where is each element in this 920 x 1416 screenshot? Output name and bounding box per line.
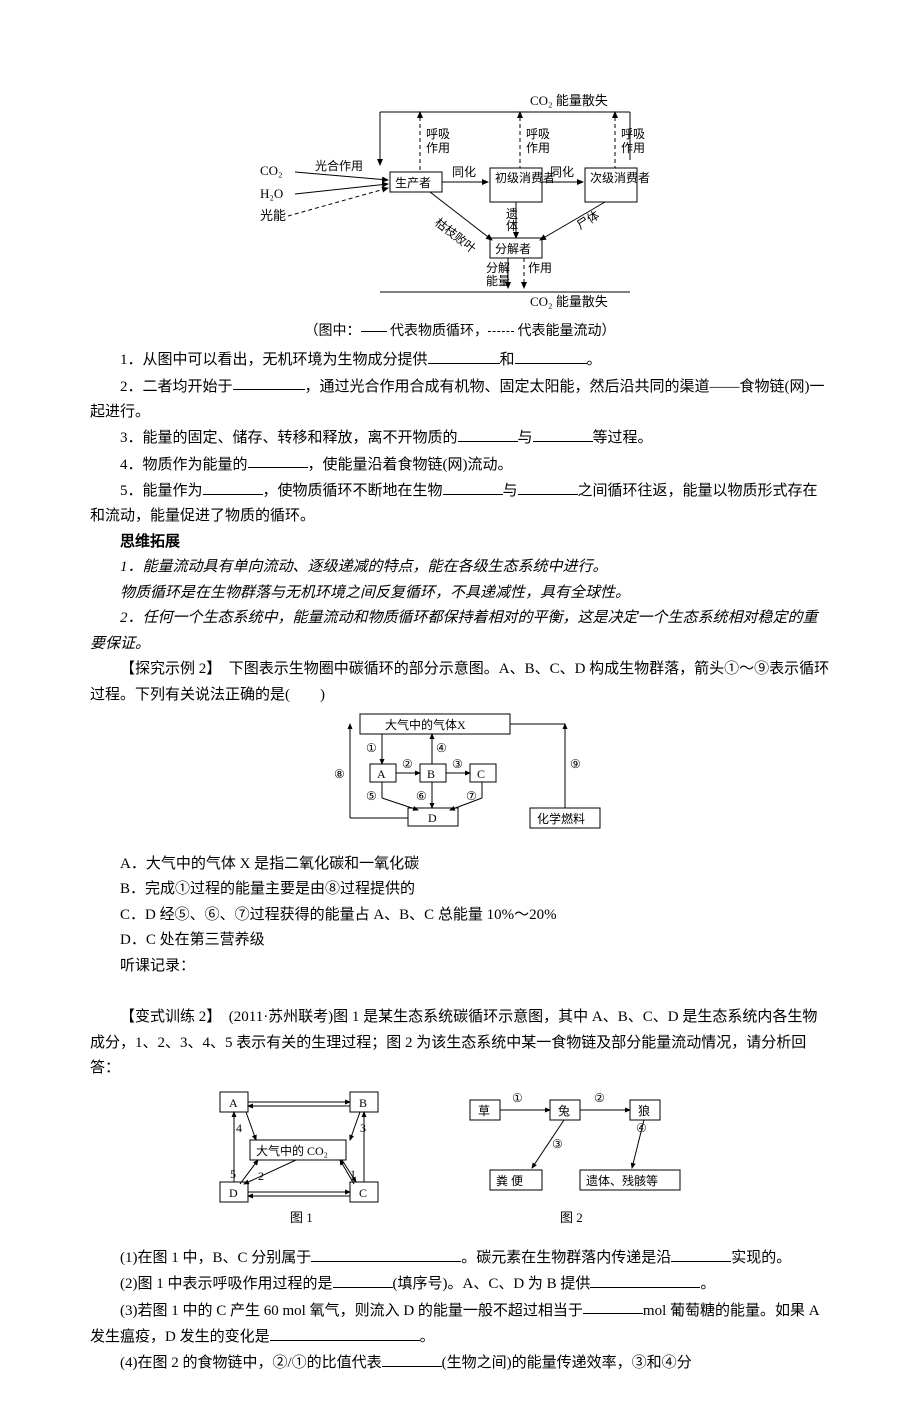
blank[interactable] [270,1324,420,1341]
blank[interactable] [233,374,305,391]
svg-text:⑦: ⑦ [466,789,477,803]
bs2-q2: (2)图 1 中表示呼吸作用过程的是(填序号)。A、C、D 为 B 提供。 [90,1271,830,1297]
svg-text:呼吸: 呼吸 [526,127,550,141]
siwei-head: 思维拓展 [90,530,830,556]
svg-text:作用: 作用 [426,141,450,155]
blank[interactable] [533,425,593,442]
svg-text:C: C [477,767,485,781]
diagram-carbon-cycle: 大气中的气体X A B C D 化学燃料 ① ⑧ ② ③ ④ ⑤ ⑥ ⑦ [90,708,830,848]
svg-text:①: ① [366,741,377,755]
svg-text:同化: 同化 [452,165,476,179]
blank[interactable] [203,478,263,495]
diagram-energy-matter-flow: CO₂ 能量散失 呼吸 作用 呼吸 作用 呼吸 作用 CO₂ H₂O 光能 光合… [90,90,830,343]
svg-text:C: C [359,1186,367,1200]
opt-c: C．D 经⑤、⑥、⑦过程获得的能量占 A、B、C 总能量 10%～20% [90,903,830,929]
q1-2: 2．二者均开始于，通过光合作用合成有机物、固定太阳能，然后沿共同的渠道——食物链… [90,374,830,426]
blank[interactable] [671,1245,731,1262]
bs2-q4: (4)在图 2 的食物链中，②/①的比值代表(生物之间)的能量传递效率，③和④分 [90,1350,830,1376]
tanjiu2-lead: 【探究示例 2】 下图表示生物圈中碳循环的部分示意图。A、B、C、D 构成生物群… [90,657,830,708]
svg-text:H₂O: H₂O [260,186,283,201]
q1-4: 4．物质作为能量的，使能量沿着食物链(网)流动。 [90,452,830,478]
svg-text:次级消费者: 次级消费者 [590,171,650,185]
q1-1: 1．从图中可以看出，无机环境为生物成分提供和。 [90,347,830,373]
svg-text:图 1: 图 1 [290,1210,313,1225]
svg-text:狼: 狼 [638,1103,650,1118]
opt-b: B．完成①过程的能量主要是由⑧过程提供的 [90,877,830,903]
svg-text:生产者: 生产者 [395,176,431,190]
siwei-1b: 物质循环是在生物群落与无机环境之间反复循环，不具递减性，具有全球性。 [90,581,830,607]
svg-text:②: ② [402,757,413,771]
svg-text:B: B [359,1096,367,1110]
svg-text:作用: 作用 [528,261,552,275]
svg-text:①: ① [512,1091,523,1105]
siwei-2: 2．任何一个生态系统中，能量流动和物质循环都保持着相对的平衡，这是决定一个生态系… [90,606,830,657]
svg-text:作用: 作用 [526,141,550,155]
blank[interactable] [428,347,500,364]
svg-text:尸体: 尸体 [574,208,602,233]
blank[interactable] [458,425,518,442]
svg-text:⑨: ⑨ [570,757,581,771]
svg-text:⑧: ⑧ [334,767,345,781]
opt-d: D．C 处在第三营养级 [90,928,830,954]
svg-text:CO₂ 能量散失: CO₂ 能量散失 [530,294,608,309]
svg-text:光能: 光能 [260,208,286,223]
bianshi2-lead: 【变式训练 2】 (2011·苏州联考)图 1 是某生态系统碳循环示意图，其中 … [90,1005,830,1082]
svg-text:草: 草 [478,1104,490,1118]
svg-text:⑤: ⑤ [366,789,377,803]
svg-text:同化: 同化 [550,165,574,179]
q1-3: 3．能量的固定、储存、转移和释放，离不开物质的与等过程。 [90,425,830,451]
blank[interactable] [590,1271,700,1288]
svg-text:大气中的气体X: 大气中的气体X [385,717,466,732]
blank[interactable] [515,347,587,364]
d1-top-label: CO₂ 能量散失 [530,93,608,108]
svg-text:3: 3 [360,1121,366,1135]
blank[interactable] [311,1245,461,1262]
svg-text:光合作用: 光合作用 [315,158,363,173]
svg-text:粪 便: 粪 便 [496,1174,523,1188]
blank[interactable] [583,1298,643,1315]
blank[interactable] [333,1271,393,1288]
svg-text:图 2: 图 2 [560,1210,583,1225]
q1-5: 5．能量作为，使物质循环不断地在生物与之间循环往返，能量以物质形式存在和流动，能… [90,478,830,530]
svg-text:②: ② [594,1091,605,1105]
svg-text:CO₂: CO₂ [260,163,283,178]
siwei-1: 1．能量流动具有单向流动、逐级递减的特点，能在各级生态系统中进行。 [90,555,830,581]
svg-text:D: D [428,811,437,825]
svg-text:能量: 能量 [486,274,510,288]
svg-text:⑥: ⑥ [416,789,427,803]
blank[interactable] [443,478,503,495]
diagram-fig1-fig2: A B D C 大气中的 CO₂ 4 3 2 5 1 图 1 草 兔 狼 [90,1082,830,1242]
listen-record: 听课记录： [90,954,830,980]
blank[interactable] [382,1350,442,1367]
svg-text:2: 2 [258,1169,264,1183]
svg-text:A: A [377,767,386,781]
d1-caption: （图中： 代表物质循环， 代表能量流动） [90,320,830,344]
svg-text:A: A [229,1096,238,1110]
svg-text:分解: 分解 [486,261,510,275]
svg-text:枯枝败叶: 枯枝败叶 [432,215,479,256]
svg-text:④: ④ [636,1121,647,1135]
blank[interactable] [248,452,308,469]
svg-text:化学燃料: 化学燃料 [537,811,585,826]
svg-text:分解者: 分解者 [495,242,531,256]
svg-text:呼吸: 呼吸 [426,127,450,141]
bs2-q1: (1)在图 1 中，B、C 分别属于。碳元素在生物群落内传递是沿实现的。 [90,1245,830,1271]
svg-text:D: D [229,1186,238,1200]
bs2-q3: (3)若图 1 中的 C 产生 60 mol 氧气，则流入 D 的能量一般不超过… [90,1298,830,1351]
svg-text:4: 4 [236,1121,242,1135]
svg-text:④: ④ [436,741,447,755]
svg-text:兔: 兔 [558,1103,570,1118]
svg-text:5: 5 [230,1167,236,1181]
svg-text:③: ③ [452,757,463,771]
svg-text:遗体、残骸等: 遗体、残骸等 [586,1174,658,1188]
svg-text:大气中的 CO₂: 大气中的 CO₂ [256,1143,328,1158]
svg-text:作用: 作用 [621,141,645,155]
svg-text:B: B [427,767,435,781]
opt-a: A．大气中的气体 X 是指二氧化碳和一氧化碳 [90,852,830,878]
svg-text:初级消费者: 初级消费者 [495,171,555,185]
svg-text:呼吸: 呼吸 [621,127,645,141]
blank[interactable] [518,478,578,495]
svg-text:③: ③ [552,1137,563,1151]
